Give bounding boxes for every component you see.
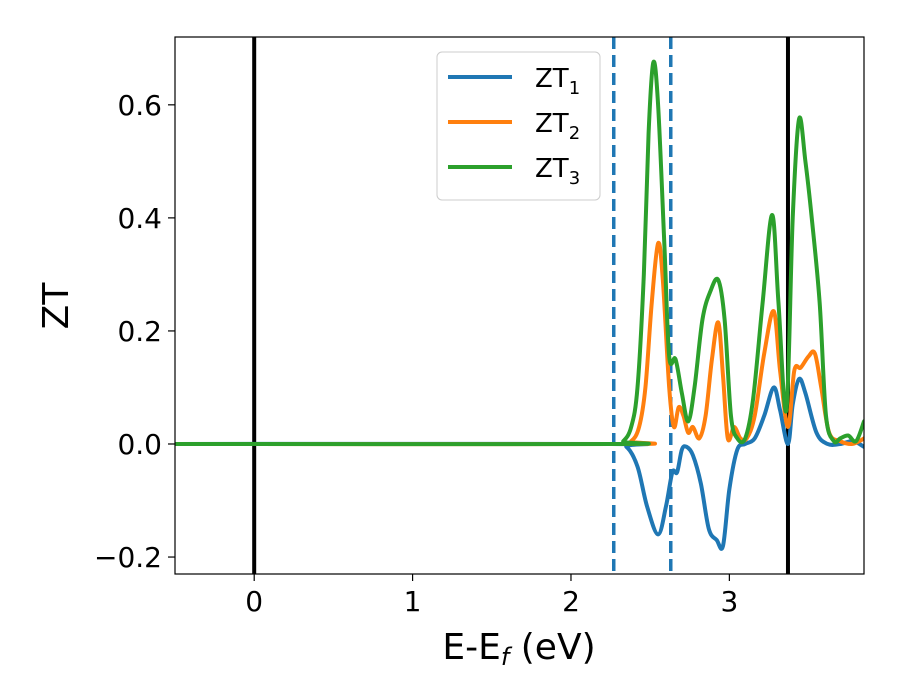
series-line-zt2 — [175, 240, 864, 447]
series-lines — [175, 59, 864, 551]
y-tick-label: 0.0 — [117, 428, 162, 461]
legend-label-zt2: ZT2 — [535, 109, 580, 144]
legend-label-zt3: ZT3 — [535, 154, 580, 189]
x-axis-label-main: E-E — [442, 627, 500, 668]
x-tick-label: 0 — [245, 585, 263, 618]
x-tick-label: 2 — [562, 585, 580, 618]
legend-label-zt1: ZT1 — [535, 64, 580, 99]
x-tick-label: 3 — [720, 585, 738, 618]
x-axis-label-unit: (eV) — [509, 627, 595, 668]
reference-lines — [252, 37, 790, 574]
y-tick-label: 0.2 — [117, 315, 162, 348]
series-line-zt3 — [175, 59, 864, 447]
series-line-zt1 — [175, 376, 864, 551]
legend-box — [436, 51, 601, 201]
plot-frame — [174, 36, 865, 575]
y-tick-label: 0.6 — [117, 89, 162, 122]
y-axis-label: ZT — [36, 282, 77, 330]
x-axis-label: E-Ef (eV) — [442, 627, 595, 671]
x-tick-label: 1 — [404, 585, 422, 618]
legend: ZT1 ZT2 ZT3 — [436, 51, 601, 201]
y-tick-label: −0.2 — [94, 541, 162, 574]
y-tick-label: 0.4 — [117, 202, 162, 235]
ticks: 0 1 2 3 −0.2 0.0 0.2 0.4 0.6 — [94, 89, 738, 618]
axes — [174, 36, 865, 575]
